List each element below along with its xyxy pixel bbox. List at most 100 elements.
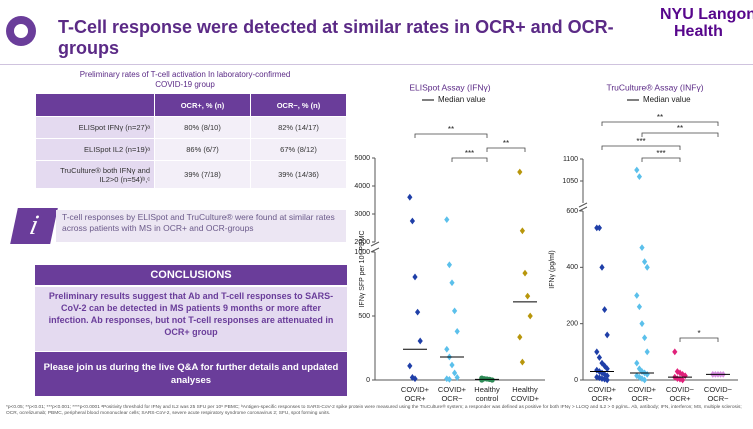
data-point <box>599 263 605 271</box>
table-cell: 86% (6/7) <box>154 138 251 161</box>
data-point <box>602 306 608 313</box>
table-corner <box>35 93 155 117</box>
table-row: TruCulture® both IFNγ and IL2>0 (n=54)ᵇ,… <box>35 160 347 189</box>
data-point <box>604 372 610 380</box>
axis-break <box>370 247 380 253</box>
table-header-cell: OCR+, % (n) <box>154 93 251 117</box>
y-axis-label: IFNγ (pg/ml) <box>549 250 556 289</box>
x-tick-label: COVID+ OCR+ <box>587 385 617 403</box>
data-point <box>519 358 525 366</box>
data-point <box>642 258 648 266</box>
significance-bracket <box>451 157 488 162</box>
data-point <box>644 348 650 356</box>
data-point <box>604 331 610 339</box>
data-point <box>452 307 458 315</box>
data-point <box>489 377 495 383</box>
axis-break <box>578 206 588 212</box>
axis-break <box>370 241 380 247</box>
data-point <box>479 377 485 383</box>
data-point <box>644 263 650 271</box>
y-tick-label: 5000 <box>354 155 370 162</box>
chart-title: ELISpot Assay (IFNγ) <box>409 82 490 92</box>
significance-bracket <box>601 121 719 126</box>
table-cell: 39% (14/36) <box>250 160 347 189</box>
data-point <box>415 308 421 316</box>
data-point <box>444 216 450 223</box>
y-tick-label: 1050 <box>562 178 578 185</box>
significance-bracket <box>641 157 681 162</box>
data-point <box>599 375 605 382</box>
x-tick-label: COVID− OCR− <box>703 385 733 403</box>
data-point <box>642 334 648 342</box>
data-point <box>446 261 452 269</box>
table-cell: 39% (7/18) <box>154 160 251 189</box>
table-cell: ELISpot IL2 (n=19)ᵃ <box>35 138 155 161</box>
header-title: T-Cell response were detected at similar… <box>58 17 614 58</box>
y-tick-label: 2000 <box>354 239 370 246</box>
y-tick-label: 3000 <box>354 211 370 218</box>
x-tick-label: COVID+ OCR− <box>437 385 467 403</box>
conclusions-title: CONCLUSIONS <box>35 265 347 285</box>
legend-label: Median value <box>643 95 691 104</box>
data-point <box>517 168 523 176</box>
x-tick-label: Healthy control <box>474 385 500 403</box>
data-point <box>407 362 413 370</box>
data-point <box>517 333 523 341</box>
data-point <box>602 362 608 370</box>
y-tick-label: 500 <box>358 313 370 320</box>
data-point <box>409 217 415 225</box>
header-rule <box>0 64 753 65</box>
table-row: ELISpot IL2 (n=19)ᵃ 86% (6/7) 67% (8/12) <box>35 138 347 161</box>
table-cell: 67% (8/12) <box>250 138 347 161</box>
data-point <box>412 375 418 383</box>
x-tick-label: COVID+ OCR+ <box>400 385 430 403</box>
y-tick-label: 400 <box>566 264 578 271</box>
callout-text: T-cell responses by ELISpot and TruCultu… <box>62 212 335 233</box>
significance-bracket <box>679 337 719 342</box>
data-point <box>602 370 608 378</box>
axis-break <box>578 202 588 208</box>
significance-bracket <box>414 133 488 138</box>
data-point <box>594 366 600 374</box>
data-point <box>639 320 645 328</box>
charts: ELISpot Assay (IFNγ) Median value IFNγ SFP… <box>354 82 738 384</box>
data-point <box>636 173 642 180</box>
significance-bracket <box>486 147 526 152</box>
table-row: ELISpot IFNγ (n=27)ᵃ 80% (8/10) 82% (14/17… <box>35 116 347 139</box>
data-point <box>449 279 455 287</box>
y-tick-label: 1000 <box>354 249 370 256</box>
data-point <box>639 244 645 252</box>
data-point <box>596 224 602 232</box>
data-point <box>594 348 600 356</box>
data-point <box>672 348 678 356</box>
data-point <box>519 227 525 235</box>
data-point <box>604 376 610 384</box>
data-point <box>602 375 608 383</box>
data-point <box>446 375 452 383</box>
significance-label: * <box>697 329 700 338</box>
data-point <box>674 375 680 382</box>
y-axis-label: IFNγ SFP per 10⁶ PBMC <box>359 230 366 307</box>
logo-line: NYU Langone <box>660 6 753 23</box>
y-tick-label: 1100 <box>563 156 578 163</box>
significance-label: *** <box>636 137 645 146</box>
data-point <box>407 193 413 201</box>
data-point <box>594 373 600 381</box>
data-point <box>604 365 610 373</box>
data-point <box>636 303 642 311</box>
table: OCR+, % (n) OCR−, % (n) ELISpot IFNγ (n=2… <box>35 93 347 189</box>
table-header: OCR+, % (n) OCR−, % (n) <box>35 93 347 117</box>
table-cell: TruCulture® both IFNγ and IL2>0 (n=54)ᵇ,… <box>35 160 155 189</box>
data-point <box>639 375 645 382</box>
data-point <box>680 370 686 378</box>
x-tick-label: COVID+ OCR− <box>627 385 657 403</box>
significance-label: *** <box>656 149 665 158</box>
data-point <box>449 361 455 369</box>
y-tick-label: 200 <box>566 321 578 328</box>
legend-label: Median value <box>438 95 486 104</box>
data-point <box>454 374 460 381</box>
y-tick-label: 4000 <box>354 183 370 190</box>
data-point <box>412 273 418 281</box>
significance-bracket <box>641 132 719 137</box>
